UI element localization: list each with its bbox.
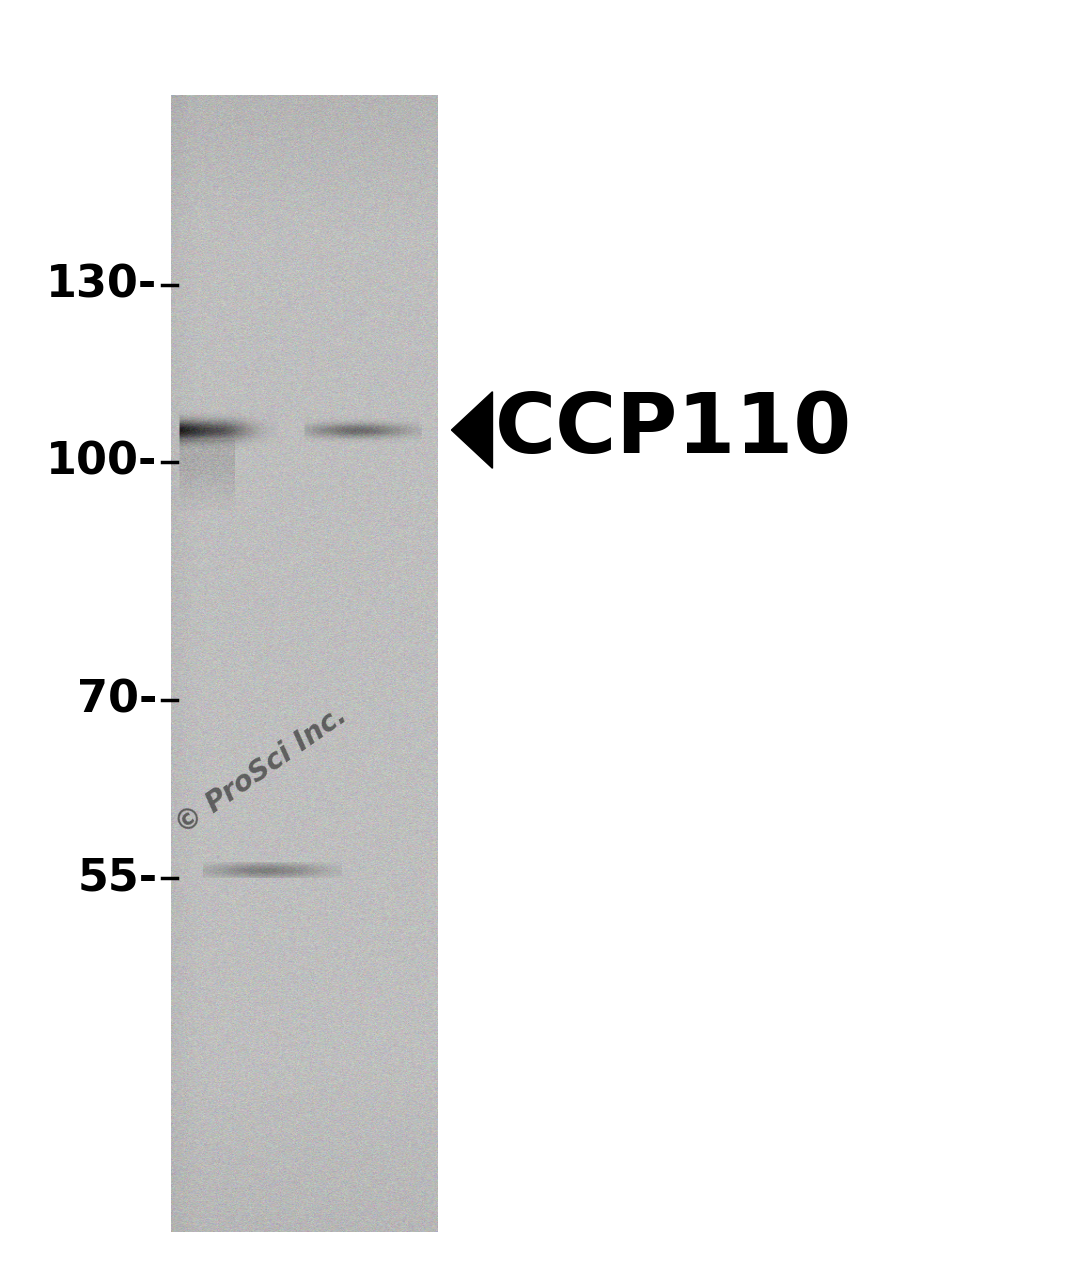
Text: 70-: 70- — [78, 679, 158, 721]
Polygon shape — [451, 392, 492, 468]
Text: 100-: 100- — [46, 440, 158, 484]
Text: 130-: 130- — [46, 264, 158, 306]
Text: 55-: 55- — [78, 856, 158, 900]
Text: CCP110: CCP110 — [495, 389, 852, 471]
Text: © ProSci Inc.: © ProSci Inc. — [170, 701, 352, 840]
